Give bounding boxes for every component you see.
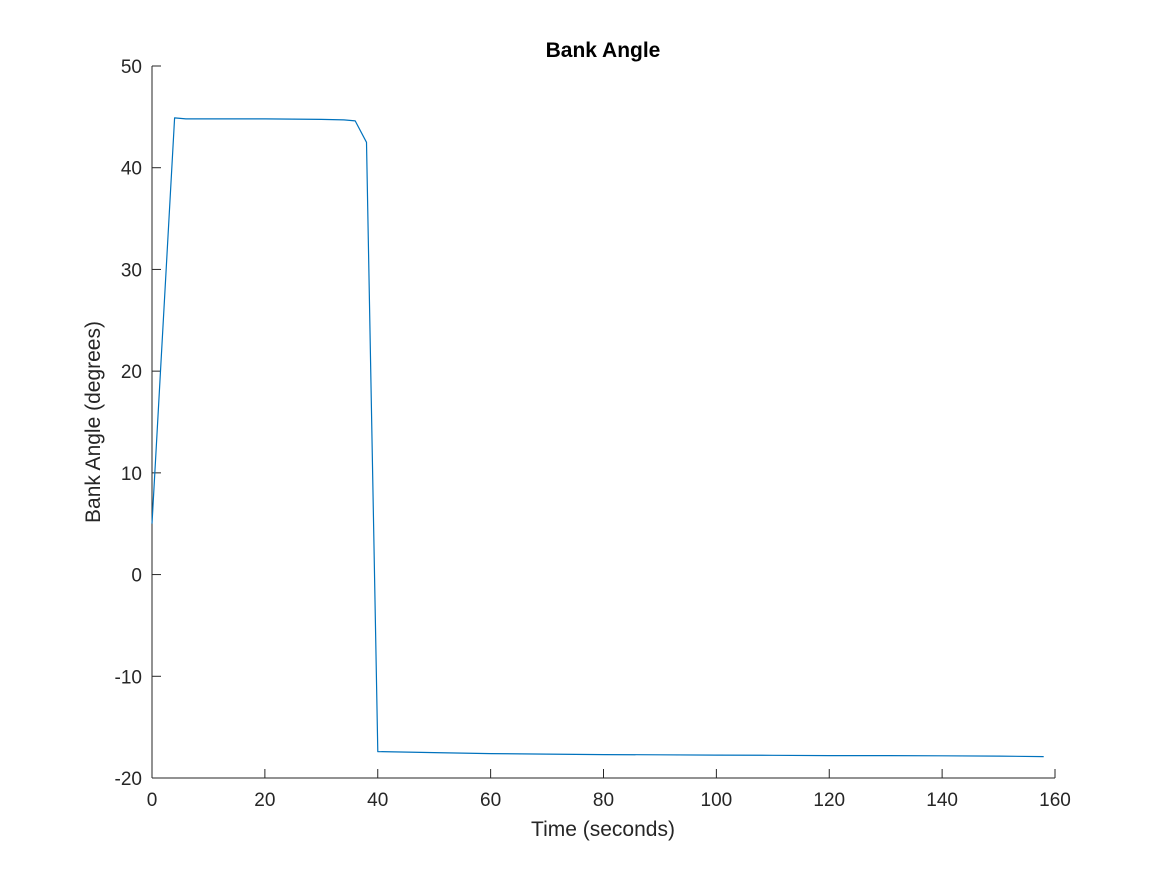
series-line-0 bbox=[151, 117, 1044, 758]
x-axis-title: Time (seconds) bbox=[531, 818, 675, 841]
ticks: 0 20 40 60 80 100 120 140 160 -20 -10 0 10 20 30 40 50 bbox=[115, 57, 1071, 811]
labels: Bank Angle Time (seconds) Bank Angle (de… bbox=[82, 39, 675, 841]
axes bbox=[151, 66, 1055, 779]
x-tick-label: 60 bbox=[480, 790, 501, 811]
x-tick-label: 140 bbox=[926, 790, 958, 811]
x-tick-label: 80 bbox=[593, 790, 614, 811]
y-tick-label: 40 bbox=[121, 159, 142, 180]
x-tick-label: 160 bbox=[1039, 790, 1071, 811]
series-layer bbox=[151, 117, 1044, 758]
y-tick-label: 20 bbox=[121, 362, 142, 383]
y-tick-label: 30 bbox=[121, 260, 142, 281]
y-tick-label: 0 bbox=[131, 566, 142, 587]
x-tick-label: 0 bbox=[147, 790, 158, 811]
y-tick-label: 50 bbox=[121, 57, 142, 78]
chart-title: Bank Angle bbox=[546, 39, 661, 62]
y-tick-label: -10 bbox=[115, 667, 142, 688]
x-tick-label: 120 bbox=[813, 790, 845, 811]
x-tick-label: 20 bbox=[254, 790, 275, 811]
x-tick-label: 100 bbox=[701, 790, 733, 811]
x-tick-label: 40 bbox=[367, 790, 388, 811]
y-tick-label: -20 bbox=[115, 769, 142, 790]
y-tick-label: 10 bbox=[121, 464, 142, 485]
y-axis-title: Bank Angle (degrees) bbox=[82, 321, 105, 523]
